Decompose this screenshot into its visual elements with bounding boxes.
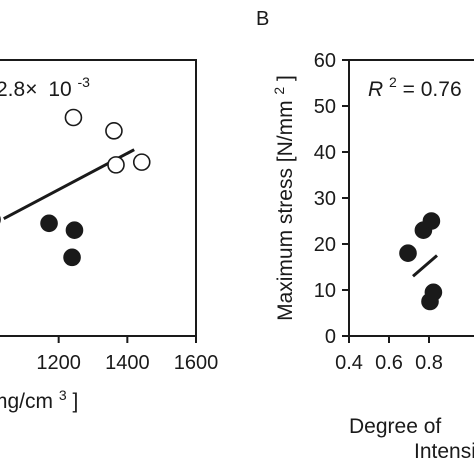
- panel-b-y-tick-label: 20: [314, 234, 336, 256]
- panel-a-open-point: [107, 156, 125, 174]
- panel-a-plot-frame: [0, 59, 197, 337]
- panel-a-x-tick-label: 1200: [36, 352, 81, 374]
- panel-a-open-point: [105, 122, 123, 140]
- panel-b-y-axis-label: Maximum stress [N/mm 2 ]: [266, 75, 297, 321]
- panel-a-open-point: [64, 108, 83, 127]
- panel-b-x-tick-label: 0.8: [415, 352, 443, 374]
- panel-a-open-point: [132, 153, 151, 171]
- panel-a-x-ticks: 1200 1400 1600: [36, 336, 218, 374]
- panel-b-y-tick-label: 30: [314, 188, 336, 210]
- panel-b-x-tick-label: 0.4: [335, 352, 363, 374]
- panel-b-label: B: [256, 8, 269, 30]
- panel-a-annotation: 2.8× 10 -3: [0, 74, 90, 101]
- panel-b-x-ticks: 0.4 0.6 0.8: [335, 336, 443, 374]
- panel-b-y-tick-label: 60: [314, 50, 336, 72]
- panel-b-trendline: [412, 254, 438, 278]
- panel-b-filled-point: [399, 244, 417, 262]
- panel-b-trendline-group: [412, 254, 438, 278]
- panel-a: 2.8× 10 -3 1200 1400 1600 mg/cm 3 ]: [0, 59, 218, 413]
- panel-a-points: [0, 108, 151, 267]
- panel-b-y-tick-label: 40: [314, 142, 336, 164]
- panel-a-filled-point: [63, 248, 81, 267]
- panel-b-x-axis-label-line1: Degree of: [349, 415, 441, 438]
- panel-b-y-tick-label: 0: [325, 326, 336, 348]
- panel-b-annotation: R 2 = 0.76: [368, 69, 462, 101]
- panel-b-plot-frame: [348, 59, 474, 337]
- panel-b-filled-point: [422, 212, 441, 230]
- panel-b-x-tick-label: 0.6: [375, 352, 403, 374]
- panel-b: B R 2 = 0.76 0 10 20 30 40 50 60 0.4 0.6 0.8 Max…: [256, 8, 474, 463]
- panel-a-filled-point: [40, 214, 58, 233]
- panel-b-y-ticks: 0 10 20 30 40 50 60: [314, 50, 349, 348]
- panel-b-filled-point: [424, 283, 443, 302]
- panel-b-points: [399, 212, 443, 311]
- panel-b-y-tick-label: 50: [314, 96, 336, 118]
- panel-a-x-tick-label: 1400: [105, 352, 150, 374]
- panel-a-filled-point: [65, 221, 84, 239]
- panel-b-x-axis-label-line2: Intensi: [414, 440, 474, 463]
- panel-a-x-tick-label: 1600: [174, 352, 219, 374]
- panel-a-x-axis-label: mg/cm 3 ]: [0, 382, 78, 413]
- panel-b-y-tick-label: 10: [314, 280, 336, 302]
